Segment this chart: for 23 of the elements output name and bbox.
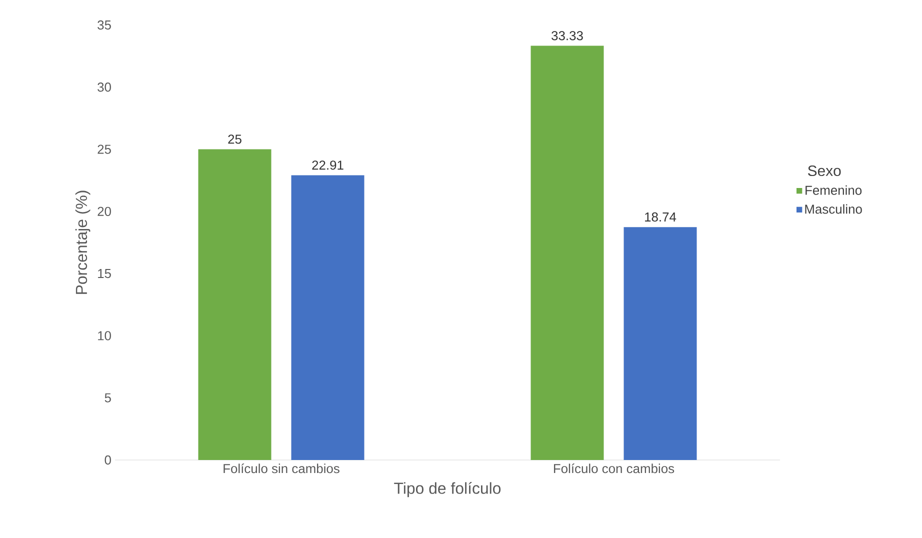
y-tick-label: 5 [104,393,111,402]
y-tick-label: 30 [98,82,111,92]
bar [291,175,364,460]
x-tick-label: Folículo sin cambios [224,464,340,474]
data-label: 22.91 [312,160,344,170]
data-label: 25 [228,134,242,144]
x-axis-title: Tipo de folículo [394,482,501,498]
y-tick-label: 0 [104,455,111,465]
y-tick-label: 20 [98,206,111,216]
y-tick-label: 10 [98,331,111,340]
legend-title: Sexo [808,165,841,176]
bar [530,46,604,460]
data-label: 33.33 [552,31,583,40]
data-label: 18.74 [645,212,676,222]
legend-label: Femenino [806,185,862,195]
bar [624,227,697,460]
y-axis-title: Porcentaje (%) [75,190,90,294]
y-tick-label: 35 [98,20,111,30]
legend-label: Masculino [805,204,862,214]
x-tick-label: Folículo con cambios [554,464,674,474]
y-tick-label: 15 [98,269,111,278]
bar [198,149,272,460]
y-tick-label: 25 [98,144,111,154]
